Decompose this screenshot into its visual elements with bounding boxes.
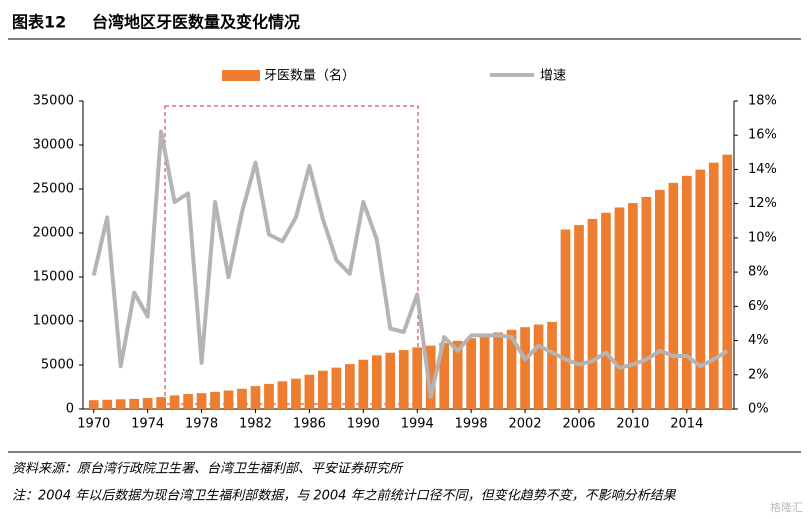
y2-tick-label: 10%	[748, 230, 777, 245]
bar	[156, 397, 166, 409]
y2-tick-label: 8%	[748, 265, 769, 280]
bar	[708, 162, 719, 409]
bar	[196, 393, 207, 409]
y-tick-label: 10000	[33, 314, 74, 329]
bar	[466, 338, 477, 409]
y-tick-label: 20000	[33, 226, 74, 241]
bar	[318, 370, 328, 409]
bar	[358, 359, 369, 409]
bar	[142, 398, 153, 409]
bar	[533, 324, 544, 409]
bar	[641, 196, 652, 409]
bar	[506, 329, 517, 409]
x-tick-label: 2010	[616, 417, 649, 432]
x-tick-label: 1982	[239, 417, 272, 432]
y2-tick-label: 12%	[748, 196, 777, 211]
growth-line	[91, 129, 729, 399]
bar	[628, 203, 638, 409]
y2-tick-label: 16%	[748, 128, 777, 143]
bar	[425, 345, 436, 409]
bar	[291, 378, 301, 409]
bar	[210, 391, 220, 409]
bar	[547, 321, 557, 409]
bar	[452, 340, 463, 409]
y2-tick-label: 4%	[748, 333, 769, 348]
y-tick-label: 5000	[41, 358, 74, 373]
x-tick-label: 1970	[77, 417, 110, 432]
y-tick-label: 0	[66, 402, 74, 417]
bar	[614, 207, 625, 409]
bar	[250, 386, 261, 409]
legend-label: 牙医数量（名）	[264, 68, 355, 84]
bar	[277, 381, 288, 409]
bar	[520, 327, 530, 409]
y2-tick-label: 0%	[748, 402, 769, 417]
legend-swatch	[222, 70, 260, 81]
bar	[412, 347, 423, 409]
bar	[169, 395, 180, 409]
bar	[574, 225, 584, 409]
bar	[223, 390, 234, 409]
y2-tick-label: 18%	[748, 94, 777, 109]
figure-label: 图表12	[12, 13, 66, 32]
bar	[344, 364, 355, 409]
bar	[115, 399, 126, 409]
bar	[264, 383, 274, 409]
bar	[439, 343, 450, 409]
bar	[587, 218, 598, 409]
y-tick-label: 30000	[33, 138, 74, 153]
bar	[655, 189, 665, 409]
bar	[695, 169, 706, 409]
bar	[560, 229, 571, 409]
y-tick-label: 15000	[33, 270, 74, 285]
x-tick-label: 2014	[670, 417, 703, 432]
x-tick-label: 2002	[509, 417, 542, 432]
bar	[385, 352, 396, 409]
bar	[398, 350, 409, 409]
bar	[681, 175, 692, 409]
bar	[331, 367, 342, 409]
bar	[668, 182, 679, 409]
x-tick-label: 1986	[293, 417, 326, 432]
x-tick-label: 1998	[455, 417, 488, 432]
y2-tick-label: 2%	[748, 367, 769, 382]
y2-tick-label: 14%	[748, 162, 777, 177]
bar	[479, 335, 490, 409]
bar	[102, 399, 113, 409]
x-tick-label: 1978	[185, 417, 218, 432]
x-tick-label: 1994	[401, 417, 434, 432]
watermark: 格隆汇	[770, 500, 803, 514]
bar	[183, 394, 193, 409]
x-tick-label: 2006	[562, 417, 595, 432]
x-tick-label: 1990	[347, 417, 380, 432]
bar	[304, 374, 315, 409]
bar	[88, 400, 99, 409]
bar	[601, 212, 611, 409]
bar	[129, 398, 140, 409]
y-tick-label: 35000	[33, 94, 74, 109]
legend-label: 增速	[540, 69, 566, 84]
chart-title: 台湾地区牙医数量及变化情况	[92, 13, 300, 32]
highlight-box	[164, 105, 419, 405]
bar	[493, 332, 503, 409]
bar	[722, 154, 733, 409]
bar	[237, 388, 247, 409]
y2-tick-label: 6%	[748, 299, 769, 314]
x-tick-label: 1974	[131, 417, 164, 432]
source: 资料来源：原台湾行政院卫生署、台湾卫生福利部、平安证券研究所	[12, 461, 404, 477]
y-tick-label: 25000	[33, 182, 74, 197]
note: 注：2004 年以后数据为现台湾卫生福利部数据，与 2004 年之前统计口径不同…	[12, 488, 677, 504]
bar	[371, 355, 382, 409]
